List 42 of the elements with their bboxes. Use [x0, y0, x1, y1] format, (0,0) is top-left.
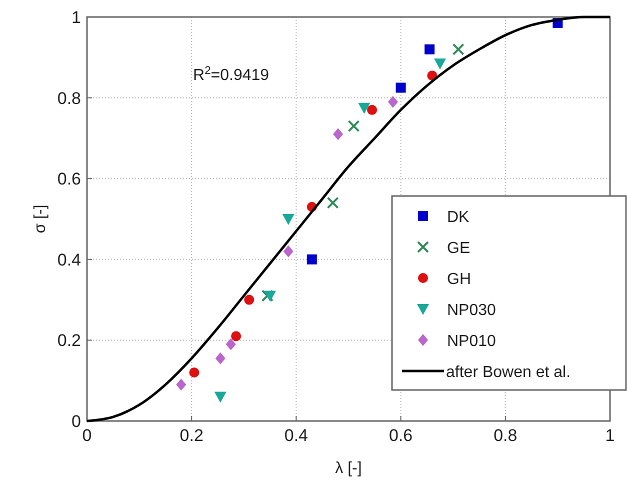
point — [326, 196, 339, 209]
x-tick-label: 1 — [605, 426, 615, 445]
point — [214, 392, 226, 403]
point — [396, 82, 406, 93]
point — [176, 378, 186, 391]
point — [283, 245, 294, 258]
y-tick-label: 0.2 — [57, 331, 81, 350]
point — [367, 104, 378, 115]
point — [231, 331, 242, 342]
legend-label: GH — [447, 271, 471, 288]
y-tick-label: 0.4 — [57, 250, 81, 270]
point — [261, 290, 274, 302]
point — [434, 58, 446, 70]
point — [306, 254, 317, 264]
point — [348, 120, 360, 132]
point — [388, 96, 398, 108]
x-tick-label: 0.4 — [284, 426, 308, 445]
y-tick-label: 1 — [72, 8, 81, 27]
x-tick-label: 0.6 — [388, 426, 413, 445]
x-axis-title: λ [-] — [335, 460, 362, 477]
x-tick-label: 0.2 — [180, 426, 204, 445]
point — [215, 352, 226, 364]
legend-label: GE — [447, 240, 470, 257]
x-tick-label: 0.8 — [494, 426, 518, 445]
legend-label: DK — [447, 209, 470, 226]
y-tick-label: 0.6 — [57, 170, 81, 189]
legend-label: NP030 — [447, 302, 496, 319]
point — [282, 214, 294, 225]
point — [452, 43, 464, 56]
point — [189, 368, 200, 378]
annotation: R$^{2}$=0.9419 — [193, 65, 270, 84]
point — [358, 102, 370, 114]
point — [264, 290, 276, 302]
point — [333, 128, 344, 140]
point — [424, 44, 435, 54]
y-tick-label: 0.8 — [57, 88, 81, 108]
legend-label: after Bowen et al. — [446, 364, 571, 381]
legend-label: NP010 — [447, 333, 496, 350]
y-tick-label: 0 — [72, 412, 81, 431]
y-axis-title: σ [-] — [32, 204, 49, 234]
point — [244, 294, 254, 305]
point — [226, 338, 236, 350]
